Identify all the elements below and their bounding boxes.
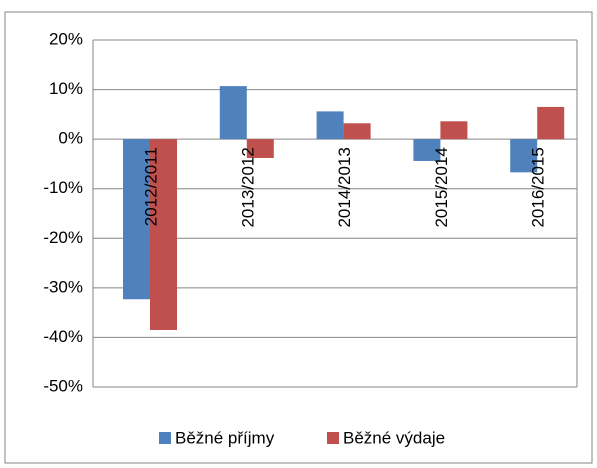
- bar: [537, 106, 565, 140]
- bar: [316, 111, 344, 140]
- y-tick-label: -40%: [43, 327, 83, 346]
- bar: [440, 121, 468, 140]
- bar: [150, 139, 177, 330]
- bar: [123, 139, 150, 300]
- y-tick-label: -10%: [43, 178, 83, 197]
- x-tick-label: 2015/2014: [432, 147, 451, 227]
- y-tick-label: -20%: [43, 228, 83, 247]
- bar: [343, 123, 371, 140]
- y-tick-label: 0%: [58, 129, 83, 148]
- y-tick-label: 20%: [49, 29, 83, 48]
- chart-frame: [4, 11, 593, 464]
- legend-swatch: [327, 432, 339, 444]
- x-tick-label: 2016/2015: [529, 147, 548, 227]
- x-tick-label: 2012/2011: [141, 147, 160, 226]
- y-tick-label: -30%: [43, 277, 83, 296]
- x-tick-label: 2013/2012: [238, 147, 257, 227]
- y-tick-label: 10%: [49, 79, 83, 98]
- y-tick-label: -50%: [43, 376, 83, 395]
- bar: [413, 139, 441, 161]
- legend-swatch: [159, 432, 171, 444]
- bar: [510, 139, 538, 173]
- bar: [246, 139, 274, 158]
- legend-label: Běžné výdaje: [343, 428, 445, 447]
- legend-label: Běžné příjmy: [175, 428, 275, 447]
- x-tick-label: 2014/2013: [335, 147, 354, 227]
- bar: [219, 86, 247, 140]
